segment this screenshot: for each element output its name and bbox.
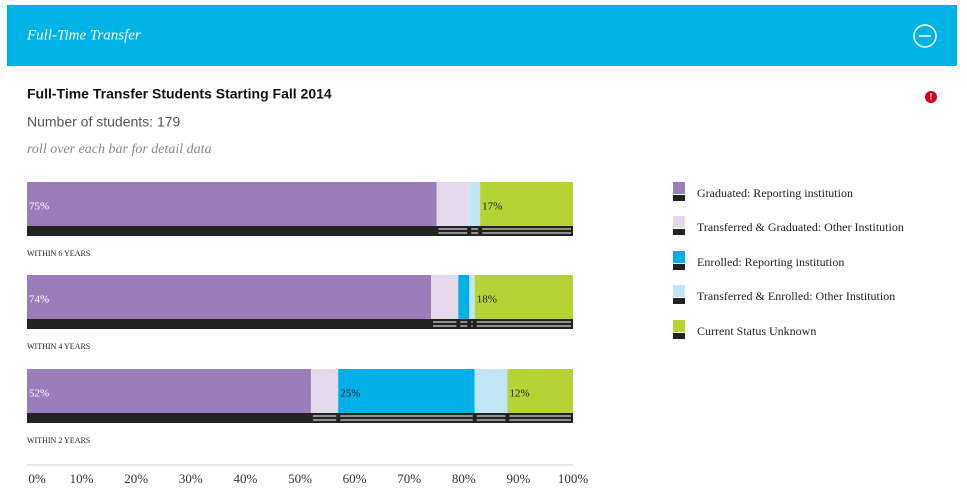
legend-swatch-strip xyxy=(673,333,685,339)
legend-swatch-strip xyxy=(673,229,685,235)
legend-swatch xyxy=(673,216,685,228)
bar-segment[interactable] xyxy=(507,369,573,413)
data-label: 25% xyxy=(340,388,360,400)
x-tick-label: 60% xyxy=(343,471,367,486)
bar-segment[interactable] xyxy=(436,182,470,226)
bar-segment[interactable] xyxy=(27,182,437,226)
bar-segment[interactable] xyxy=(338,369,475,413)
bar-base-strip xyxy=(27,413,573,423)
category-label: WITHIN 6 YEARS xyxy=(27,249,90,258)
legend-swatch xyxy=(673,182,685,194)
chart-subtitle: Number of students: 179 xyxy=(27,114,181,130)
collapse-button[interactable] xyxy=(913,24,937,48)
x-tick-label: 40% xyxy=(233,471,257,486)
bar-segment[interactable] xyxy=(480,182,573,226)
bar-segment[interactable] xyxy=(474,275,573,319)
x-tick-label: 10% xyxy=(70,471,94,486)
legend-swatch-strip xyxy=(673,264,685,270)
legend-swatch xyxy=(673,320,685,332)
bar-segment[interactable] xyxy=(431,275,459,319)
x-tick-label: 30% xyxy=(179,471,203,486)
legend-label: Graduated: Reporting institution xyxy=(697,186,853,200)
bar-base-strip xyxy=(27,226,573,236)
data-label: 18% xyxy=(477,294,497,306)
data-label: 17% xyxy=(482,201,502,213)
data-label: 75% xyxy=(29,201,49,213)
bar-segment[interactable] xyxy=(469,275,475,319)
legend-label: Transferred & Enrolled: Other Institutio… xyxy=(697,289,895,303)
header-bar[interactable] xyxy=(7,5,957,66)
bar-base-strip xyxy=(27,319,573,329)
legend-label: Enrolled: Reporting institution xyxy=(697,255,844,269)
category-label: WITHIN 4 YEARS xyxy=(27,342,90,351)
bar-segment[interactable] xyxy=(27,275,432,319)
bar-segment[interactable] xyxy=(310,369,339,413)
legend-swatch xyxy=(673,285,685,297)
legend-swatch xyxy=(673,251,685,263)
legend-label: Current Status Unknown xyxy=(697,324,816,338)
legend-label: Transferred & Graduated: Other Instituti… xyxy=(697,220,904,234)
x-tick-label: 100% xyxy=(558,471,589,486)
legend-swatch-strip xyxy=(673,298,685,304)
info-icon[interactable] xyxy=(925,91,937,103)
bar-segment[interactable] xyxy=(474,369,508,413)
x-tick-label: 70% xyxy=(397,471,421,486)
x-tick-label: 80% xyxy=(452,471,476,486)
bar-segment[interactable] xyxy=(458,275,470,319)
chart-title: Full-Time Transfer Students Starting Fal… xyxy=(27,86,332,102)
x-tick-label: 50% xyxy=(288,471,312,486)
chart-note: roll over each bar for detail data xyxy=(27,142,212,157)
legend-swatch-strip xyxy=(673,195,685,201)
category-label: WITHIN 2 YEARS xyxy=(27,436,90,445)
header-title: Full-Time Transfer xyxy=(26,27,141,43)
data-label: 52% xyxy=(29,388,49,400)
info-icon-glyph: ! xyxy=(930,91,933,101)
x-tick-label: 20% xyxy=(124,471,148,486)
bar-segment[interactable] xyxy=(27,369,311,413)
bar-segment[interactable] xyxy=(469,182,481,226)
x-tick-label: 0% xyxy=(28,471,46,486)
data-label: 74% xyxy=(29,294,49,306)
x-tick-label: 90% xyxy=(506,471,530,486)
data-label: 12% xyxy=(509,388,529,400)
